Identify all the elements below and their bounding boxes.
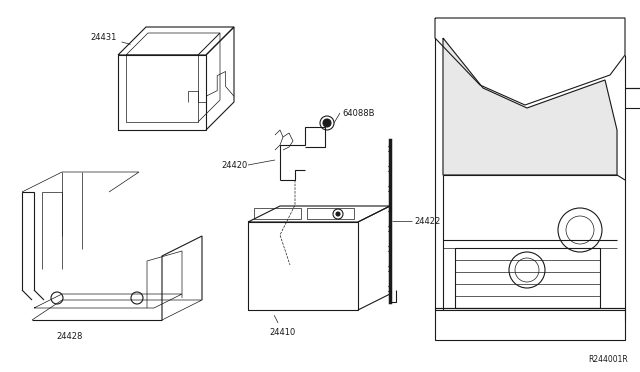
Polygon shape [443,38,617,175]
Text: 24420: 24420 [221,160,248,170]
Text: 64088B: 64088B [342,109,374,118]
Text: 24431: 24431 [90,32,131,44]
Text: 24428: 24428 [57,332,83,341]
Circle shape [336,212,340,216]
Circle shape [323,119,331,127]
Text: 24422: 24422 [414,217,440,225]
Text: 24410: 24410 [270,315,296,337]
Text: R244001R: R244001R [588,355,628,364]
